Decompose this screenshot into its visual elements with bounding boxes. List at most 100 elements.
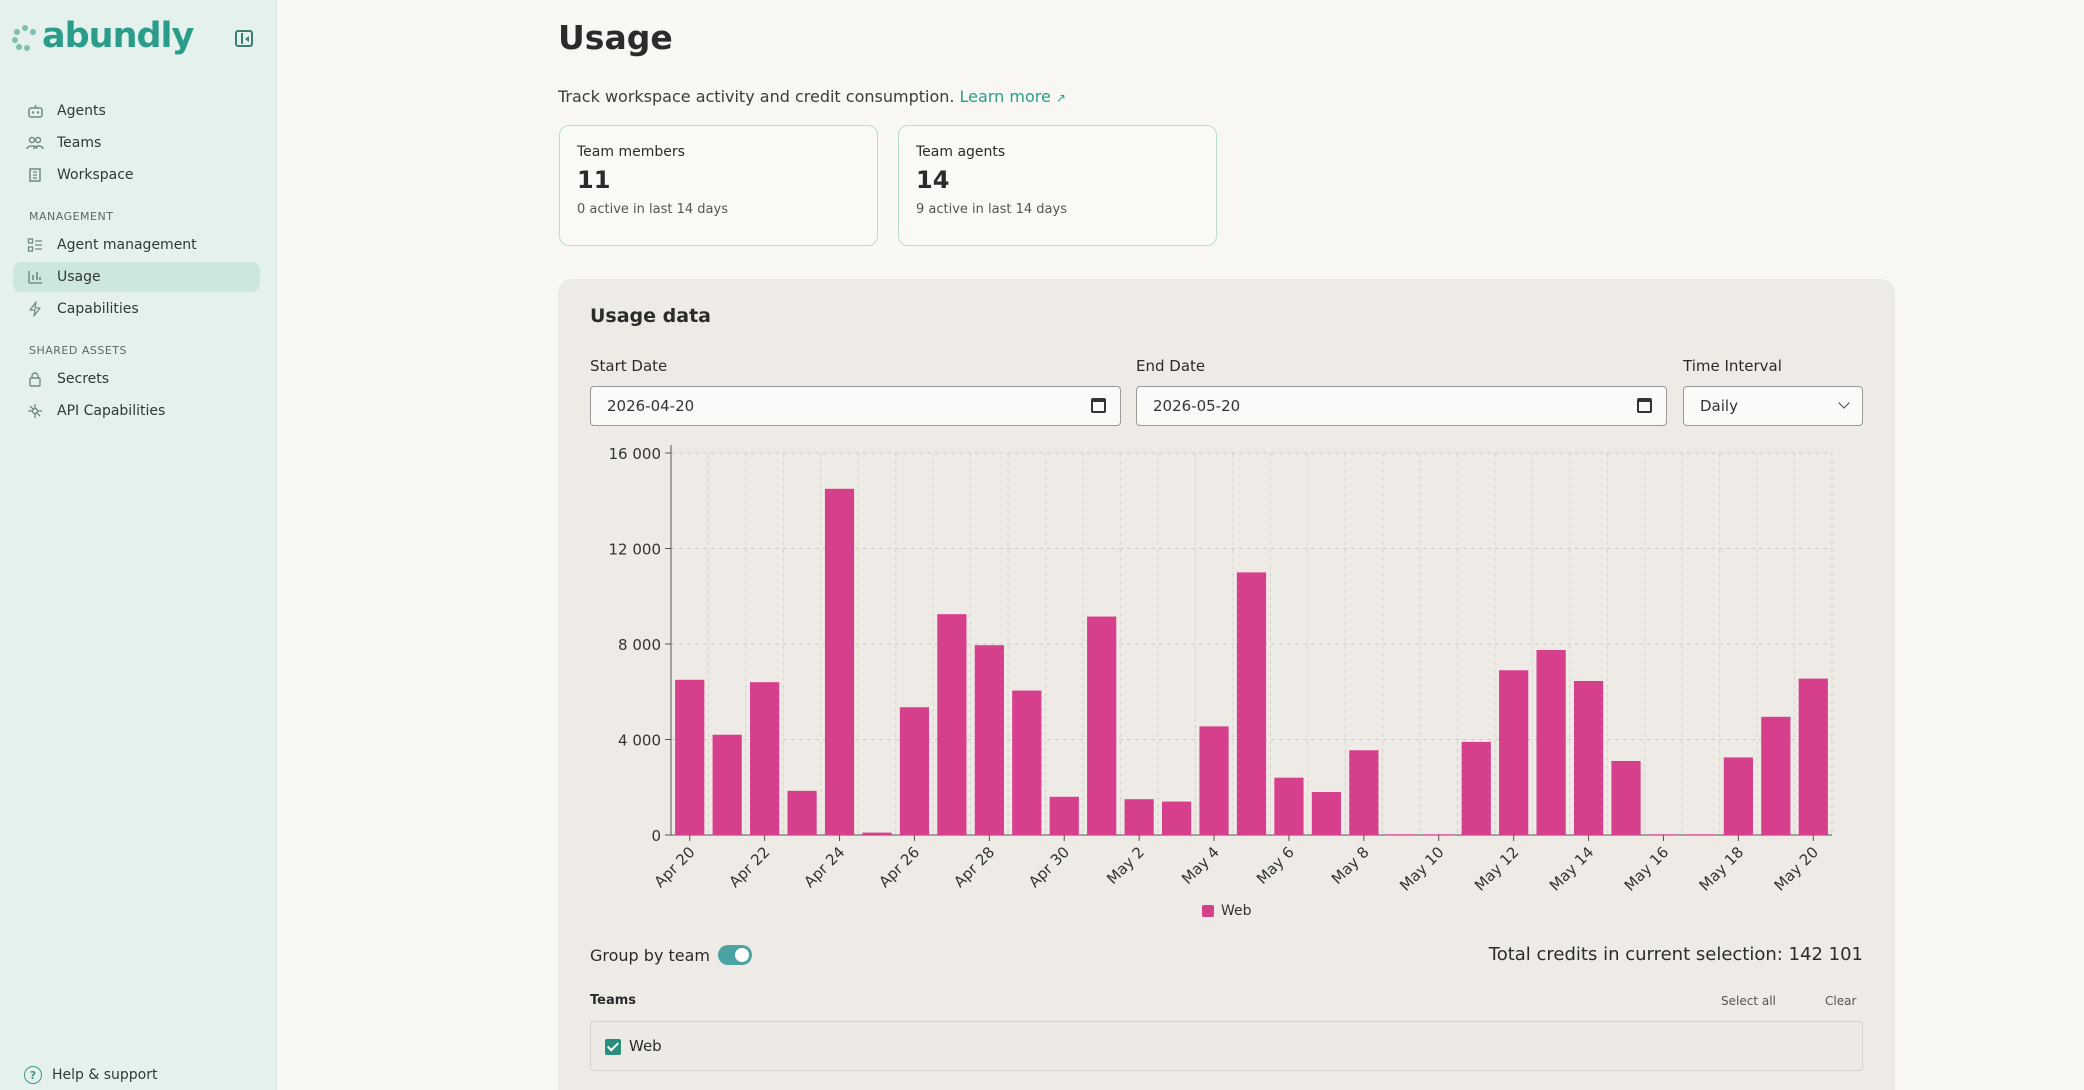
x-tick-label: May 4: [1178, 843, 1223, 888]
bar: [1648, 834, 1679, 836]
group-by-team-toggle[interactable]: [718, 945, 752, 965]
help-support-link[interactable]: ? Help & support: [24, 1066, 158, 1084]
learn-more-link[interactable]: Learn more ↗: [959, 87, 1066, 106]
end-date-input[interactable]: 2026-05-20: [1136, 386, 1667, 426]
subtitle-text: Track workspace activity and credit cons…: [558, 87, 955, 106]
nav-label: Usage: [57, 269, 101, 285]
bar: [1311, 792, 1342, 835]
nav-label: Workspace: [57, 167, 134, 183]
x-tick-label: May 20: [1771, 843, 1823, 895]
nav-label: Agent management: [57, 237, 197, 253]
usage-data-panel: Usage data Start Date 2026-04-20 End Dat…: [558, 279, 1895, 1090]
nav-label: Teams: [57, 135, 102, 151]
time-interval-label: Time Interval: [1683, 357, 1782, 375]
bar: [1386, 834, 1416, 836]
select-all-button[interactable]: Select all: [1721, 994, 1776, 1008]
collapse-sidebar-icon[interactable]: [235, 30, 253, 47]
x-tick-label: Apr 30: [1025, 843, 1073, 891]
bar: [1536, 649, 1566, 835]
nav-item-secrets[interactable]: Secrets: [13, 364, 260, 394]
bar: [1573, 681, 1604, 835]
bar: [899, 707, 930, 835]
team-checkbox[interactable]: [605, 1039, 621, 1055]
stat-value: 14: [916, 166, 950, 194]
bar: [824, 488, 855, 835]
bar: [1424, 834, 1454, 836]
network-icon: [25, 401, 45, 421]
bar: [1012, 690, 1042, 835]
list-icon: [25, 235, 45, 255]
nav-label: Capabilities: [57, 301, 139, 317]
bar: [974, 645, 1004, 835]
nav-item-agents[interactable]: Agents: [13, 96, 260, 126]
x-tick-label: May 8: [1328, 843, 1373, 888]
x-tick-label: May 16: [1621, 843, 1673, 895]
x-tick-label: Apr 20: [651, 843, 699, 891]
x-tick-label: May 18: [1696, 843, 1748, 895]
bar: [1461, 741, 1491, 835]
chart-legend[interactable]: Web: [1202, 903, 1252, 919]
bar: [1761, 716, 1791, 835]
clear-button[interactable]: Clear: [1825, 994, 1857, 1008]
legend-swatch: [1202, 905, 1214, 917]
x-tick-label: May 10: [1396, 843, 1448, 895]
y-tick-label: 8 000: [618, 636, 661, 654]
usage-bar-chart: 0 4 000 8 000 12 000 16 000 Apr 20 Apr 22 Apr 2…: [609, 445, 1833, 895]
people-icon: [25, 133, 45, 153]
bar: [712, 734, 742, 835]
legend-label: Web: [1221, 903, 1252, 919]
y-tick-label: 12 000: [609, 541, 662, 559]
y-tick-label: 16 000: [609, 445, 662, 463]
logo[interactable]: abundly: [12, 16, 194, 56]
logo-dots-icon: [12, 23, 38, 51]
stat-sub: 9 active in last 14 days: [916, 202, 1067, 217]
robot-icon: [25, 101, 45, 121]
panel-title: Usage data: [590, 305, 711, 327]
bar: [862, 832, 892, 835]
bar: [1124, 799, 1154, 835]
calendar-icon[interactable]: [1637, 398, 1652, 413]
bar: [1798, 678, 1828, 835]
time-interval-select[interactable]: Daily: [1683, 386, 1863, 426]
start-date-label: Start Date: [590, 357, 668, 375]
bar: [750, 682, 780, 835]
nav-item-workspace[interactable]: Workspace: [13, 160, 260, 190]
logo-text: abundly: [42, 16, 194, 56]
nav-label: Secrets: [57, 371, 110, 387]
stat-sub: 0 active in last 14 days: [577, 202, 728, 217]
bolt-icon: [25, 299, 45, 319]
teams-label: Teams: [590, 993, 637, 1008]
calendar-icon[interactable]: [1091, 398, 1106, 413]
x-tick-label: Apr 24: [800, 843, 848, 891]
nav-item-api-capabilities[interactable]: API Capabilities: [13, 396, 260, 426]
bar: [675, 679, 705, 835]
bar: [1274, 777, 1304, 835]
team-agents-card: Team agents 14 9 active in last 14 days: [898, 125, 1217, 246]
nav-item-agent-management[interactable]: Agent management: [13, 230, 260, 260]
bar: [787, 790, 817, 835]
section-management: MANAGEMENT: [29, 210, 114, 223]
teams-list: Web: [590, 1021, 1863, 1071]
x-tick-label: Apr 26: [875, 843, 923, 891]
bar: [1199, 726, 1229, 835]
section-shared-assets: SHARED ASSETS: [29, 344, 127, 357]
stat-value: 11: [577, 166, 611, 194]
bar: [1161, 801, 1192, 835]
bar: [1499, 670, 1529, 835]
start-date-input[interactable]: 2026-04-20: [590, 386, 1121, 426]
group-by-team-label: Group by team: [590, 946, 711, 965]
page-subtitle: Track workspace activity and credit cons…: [558, 87, 1066, 106]
time-interval-value: Daily: [1700, 397, 1738, 415]
team-members-card: Team members 11 0 active in last 14 days: [559, 125, 878, 246]
nav-item-usage[interactable]: Usage: [13, 262, 260, 292]
bar: [1236, 572, 1267, 835]
x-tick-label: Apr 28: [950, 843, 998, 891]
bar: [1611, 760, 1641, 835]
page-title: Usage: [558, 18, 673, 57]
sidebar: abundly Agents Teams Workspace MANAGEMEN…: [0, 0, 277, 1090]
nav-item-capabilities[interactable]: Capabilities: [13, 294, 260, 324]
y-tick-label: 0: [651, 827, 661, 845]
nav-item-teams[interactable]: Teams: [13, 128, 260, 158]
bar: [1049, 796, 1079, 835]
x-tick-label: May 2: [1103, 843, 1148, 888]
